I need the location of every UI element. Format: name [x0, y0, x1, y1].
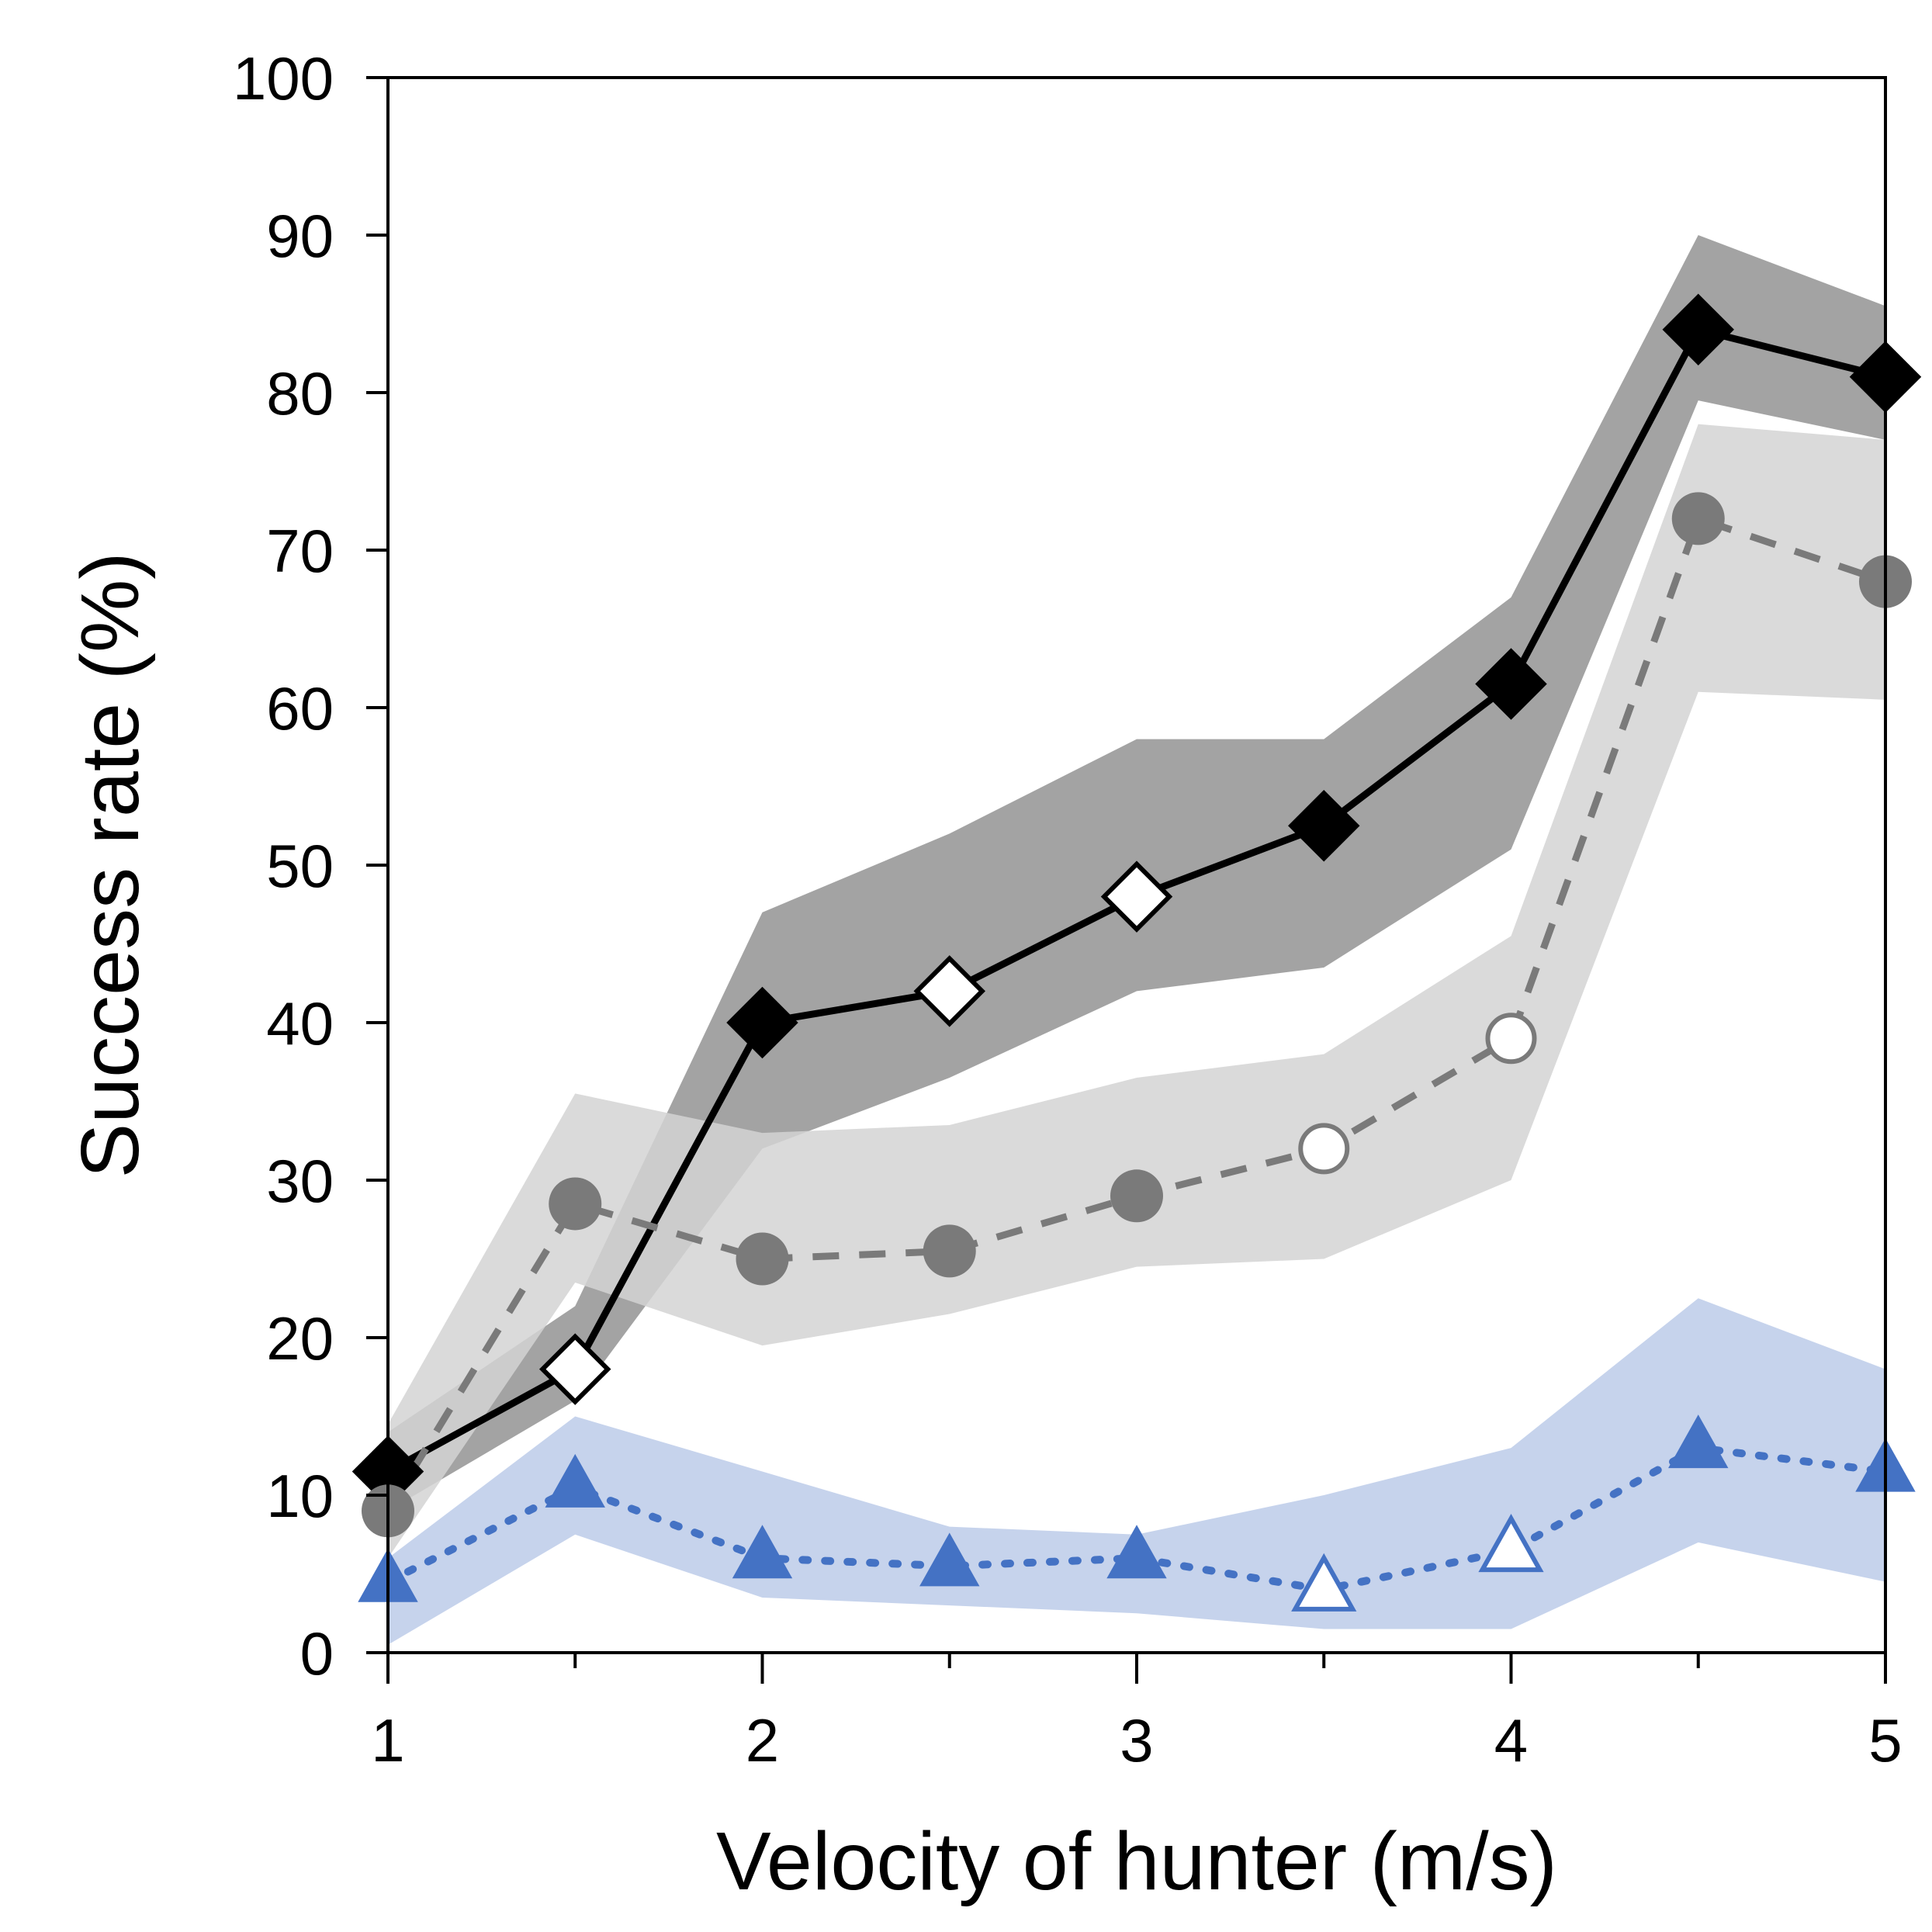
y-tick-label: 70 [266, 517, 334, 585]
y-tick-label: 10 [266, 1462, 334, 1530]
triangle-series-marker [919, 1532, 980, 1587]
triangle-series-marker [1291, 1553, 1357, 1612]
y-tick-label: 80 [266, 359, 334, 428]
y-tick-label: 90 [266, 202, 334, 270]
y-tick-label: 50 [266, 832, 334, 900]
x-axis-label: Velocity of hunter (m/s) [716, 1816, 1557, 1907]
confidence-bands [388, 235, 1885, 1645]
y-tick-label: 60 [266, 674, 334, 743]
series-markers [351, 293, 1922, 1612]
triangle-series-marker [732, 1525, 793, 1579]
diamond-series-marker [1475, 648, 1547, 720]
circle-series-marker [1298, 1123, 1350, 1175]
y-tick-label: 30 [266, 1147, 334, 1215]
triangle-series-marker [545, 1453, 605, 1508]
x-tick-label: 1 [371, 1706, 404, 1774]
y-tick-label: 40 [266, 989, 334, 1058]
circle-series-marker [1485, 1013, 1537, 1065]
x-tick-label: 2 [746, 1706, 779, 1774]
y-axis-label: Success rate (%) [64, 552, 156, 1178]
circle-series-marker [549, 1177, 602, 1231]
circle-series-marker [1110, 1169, 1163, 1223]
axes: 0 10 20 30 40 50 60 70 80 90 100 1 2 3 4 5 [233, 44, 1903, 1774]
x-tick-label: 5 [1868, 1706, 1902, 1774]
diamond-series-marker [1288, 790, 1360, 862]
y-tick-label: 20 [266, 1304, 334, 1373]
x-tick-label: 4 [1494, 1706, 1528, 1774]
y-tick-label: 100 [233, 44, 334, 113]
triangle-series-marker [1668, 1414, 1729, 1469]
triangle-series-marker [1478, 1513, 1544, 1573]
diamond-series-marker [539, 1333, 611, 1405]
y-tick-label: 0 [300, 1619, 334, 1688]
diamond-series-marker [1662, 293, 1734, 366]
circle-series-marker [736, 1232, 789, 1286]
diamond-series-marker [726, 986, 798, 1059]
circle-series-marker [923, 1224, 976, 1278]
x-tick-label: 3 [1120, 1706, 1153, 1774]
triangle-series-marker [1106, 1525, 1167, 1579]
diamond-series-marker [913, 955, 985, 1027]
circle-series-marker [1671, 492, 1725, 545]
diamond-series-marker [1100, 860, 1173, 933]
